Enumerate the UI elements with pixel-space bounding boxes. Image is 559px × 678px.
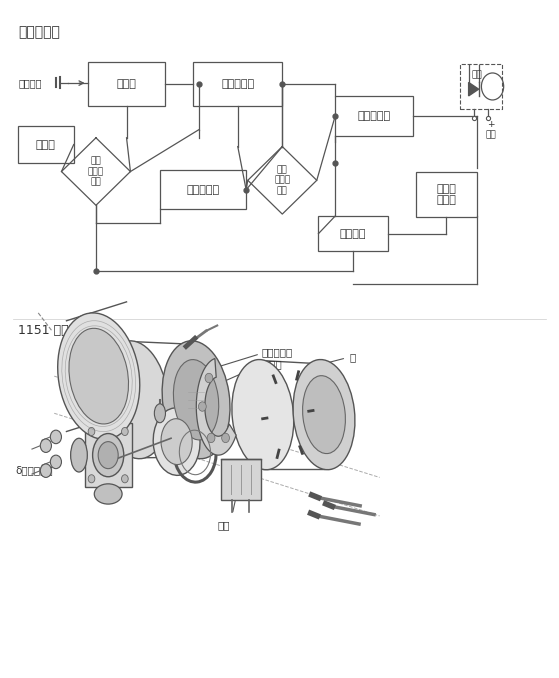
Ellipse shape <box>40 439 51 452</box>
Text: 试验: 试验 <box>471 71 482 79</box>
Ellipse shape <box>161 419 192 464</box>
Ellipse shape <box>153 408 200 475</box>
Text: 1151 变送器装配图: 1151 变送器装配图 <box>18 324 99 337</box>
Ellipse shape <box>154 404 165 422</box>
Ellipse shape <box>101 341 169 459</box>
Ellipse shape <box>198 402 206 412</box>
Ellipse shape <box>222 433 229 443</box>
Ellipse shape <box>207 433 215 443</box>
Ellipse shape <box>50 430 61 443</box>
Text: 电路板: 电路板 <box>263 359 282 369</box>
Text: 电流
控制放
大器: 电流 控制放 大器 <box>274 165 290 195</box>
Text: +
信号: + 信号 <box>485 120 496 140</box>
Bar <box>460 64 502 109</box>
Bar <box>160 170 246 210</box>
Ellipse shape <box>121 475 128 483</box>
Ellipse shape <box>40 464 51 477</box>
Bar <box>193 62 282 106</box>
Bar <box>319 216 388 252</box>
Ellipse shape <box>88 475 95 483</box>
Text: 放大器壳体: 放大器壳体 <box>262 348 293 357</box>
Polygon shape <box>468 83 479 96</box>
Ellipse shape <box>58 313 140 439</box>
Ellipse shape <box>50 455 61 468</box>
Ellipse shape <box>205 374 213 383</box>
Text: 电路方块图: 电路方块图 <box>18 25 60 39</box>
Ellipse shape <box>98 441 118 468</box>
Bar <box>88 62 165 106</box>
Text: 盖: 盖 <box>349 353 356 362</box>
Bar <box>416 172 477 218</box>
Ellipse shape <box>88 427 95 435</box>
Ellipse shape <box>69 328 129 424</box>
Ellipse shape <box>121 427 128 435</box>
Text: 电流限制器: 电流限制器 <box>358 111 391 121</box>
Text: δ室测量组件: δ室测量组件 <box>15 466 53 476</box>
Ellipse shape <box>93 433 124 477</box>
Text: 解调器: 解调器 <box>117 79 136 89</box>
Text: 振荡器: 振荡器 <box>36 140 56 150</box>
Text: 振荡
控制放
大器: 振荡 控制放 大器 <box>88 157 104 186</box>
Text: 电流检测器: 电流检测器 <box>221 79 254 89</box>
Text: 反向极
性保护: 反向极 性保护 <box>437 184 456 205</box>
Bar <box>335 96 413 136</box>
Bar <box>18 126 74 163</box>
Text: 电压调节器: 电压调节器 <box>187 185 220 195</box>
Bar <box>84 423 132 487</box>
Text: 电流控制: 电流控制 <box>340 228 367 239</box>
Ellipse shape <box>173 359 219 440</box>
Bar <box>221 459 260 500</box>
Polygon shape <box>196 359 236 455</box>
Ellipse shape <box>293 359 355 470</box>
Ellipse shape <box>232 359 294 470</box>
Text: 测量元件: 测量元件 <box>18 78 41 88</box>
Text: 法兰: 法兰 <box>217 520 230 530</box>
Ellipse shape <box>302 376 345 454</box>
Ellipse shape <box>162 341 230 459</box>
Ellipse shape <box>94 484 122 504</box>
Ellipse shape <box>70 438 87 472</box>
